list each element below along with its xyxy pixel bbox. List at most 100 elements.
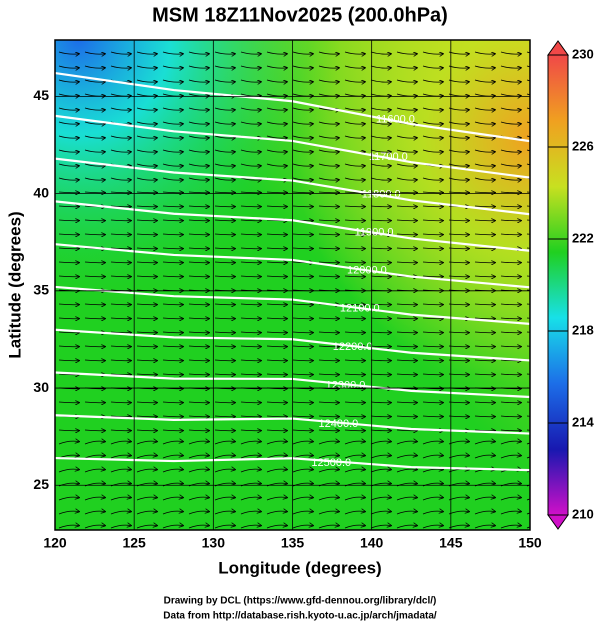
streamline	[474, 318, 495, 319]
streamline	[422, 497, 443, 501]
streamline	[266, 332, 287, 333]
streamline	[136, 248, 157, 249]
streamline	[474, 178, 495, 180]
streamline	[162, 164, 183, 166]
streamline	[188, 234, 209, 235]
streamline	[110, 332, 131, 333]
streamline	[240, 525, 261, 529]
streamline	[318, 374, 339, 375]
streamline	[526, 442, 530, 445]
streamline	[188, 469, 209, 473]
streamline	[370, 52, 391, 54]
streamline	[188, 304, 209, 305]
streamline	[240, 318, 261, 319]
streamline	[162, 276, 183, 277]
streamline	[162, 108, 183, 110]
streamline	[136, 318, 157, 319]
streamline	[84, 52, 105, 54]
streamline	[162, 192, 183, 193]
streamline	[266, 164, 287, 166]
streamline	[422, 136, 443, 138]
streamline	[526, 303, 530, 305]
streamline	[422, 346, 443, 347]
streamline	[84, 192, 105, 193]
streamline	[318, 497, 339, 501]
streamline	[136, 192, 157, 193]
streamline	[214, 511, 235, 515]
streamline	[422, 416, 443, 417]
streamline	[110, 360, 131, 361]
streamline	[318, 276, 339, 277]
streamline	[58, 178, 79, 180]
streamline	[214, 108, 235, 110]
streamline	[422, 469, 443, 473]
streamline	[422, 455, 443, 459]
streamline	[344, 511, 365, 515]
streamline	[500, 416, 521, 417]
streamline	[58, 402, 79, 403]
streamline	[370, 164, 391, 166]
streamline	[474, 304, 495, 305]
streamline	[526, 79, 530, 82]
streamline	[500, 164, 521, 166]
streamline	[266, 416, 287, 417]
streamline	[110, 262, 131, 263]
streamline	[500, 66, 521, 68]
colorbar-top	[547, 40, 569, 56]
streamline	[396, 497, 417, 501]
streamline	[136, 66, 157, 68]
x-tick-label: 130	[202, 535, 226, 551]
streamline	[344, 455, 365, 459]
streamline	[422, 402, 443, 403]
streamline	[370, 332, 391, 333]
streamline	[110, 497, 131, 501]
streamline	[292, 511, 313, 515]
streamline	[500, 192, 521, 193]
streamline	[526, 191, 530, 193]
streamline	[136, 360, 157, 361]
streamline	[318, 234, 339, 235]
streamline	[214, 234, 235, 235]
streamline	[110, 455, 131, 459]
streamline	[266, 455, 287, 459]
contour-label: 12500.0	[311, 457, 351, 469]
streamline	[474, 164, 495, 166]
streamline	[162, 525, 183, 529]
streamline	[422, 304, 443, 305]
streamline	[84, 469, 105, 473]
streamline	[162, 360, 183, 361]
streamline	[162, 374, 183, 375]
streamline	[110, 469, 131, 473]
streamline	[110, 178, 131, 180]
streamline	[188, 52, 209, 54]
streamline	[292, 206, 313, 207]
streamline	[84, 164, 105, 166]
title: MSM 18Z11Nov2025 (200.0hPa)	[152, 4, 448, 26]
streamline	[162, 150, 183, 152]
streamline	[318, 469, 339, 473]
streamline	[240, 206, 261, 207]
streamline	[188, 360, 209, 361]
colorbar-tick-label: 226	[572, 138, 594, 153]
streamline	[292, 80, 313, 82]
streamline	[188, 262, 209, 263]
streamline	[162, 318, 183, 319]
streamline	[162, 66, 183, 68]
streamline	[292, 525, 313, 529]
streamline	[396, 469, 417, 473]
streamline	[266, 318, 287, 319]
streamline	[188, 150, 209, 152]
streamline	[266, 276, 287, 277]
streamline	[396, 178, 417, 180]
streamline	[422, 441, 443, 445]
streamline	[396, 455, 417, 459]
streamline	[240, 360, 261, 361]
streamline	[422, 276, 443, 277]
streamline	[396, 402, 417, 403]
streamline	[162, 220, 183, 221]
streamline	[136, 441, 157, 445]
streamline	[84, 276, 105, 277]
streamline	[500, 318, 521, 319]
streamline	[266, 304, 287, 305]
streamline	[84, 178, 105, 180]
